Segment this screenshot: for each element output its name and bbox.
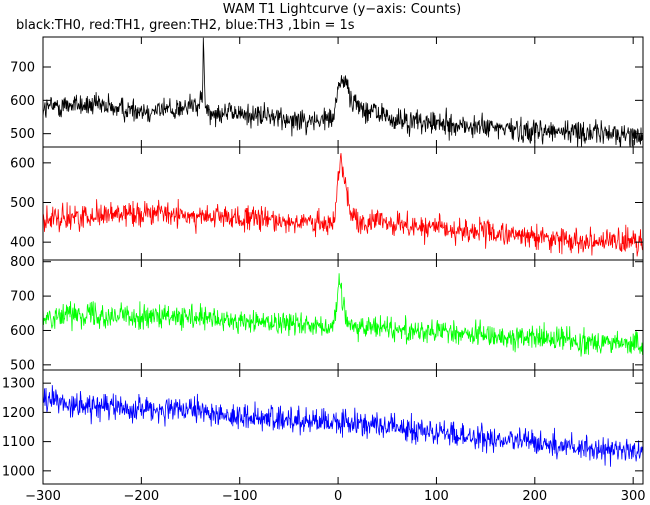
- x-tick-label-4: 100: [424, 489, 449, 504]
- chart-title: WAM T1 Lightcurve (y−axis: Counts): [223, 2, 461, 17]
- panel-2: 500 600 700 800: [10, 255, 644, 373]
- series-line-2: [43, 273, 643, 357]
- y-tick-label-1-1: 500: [10, 196, 35, 211]
- x-tick-label-0: −300: [25, 489, 61, 504]
- panel-1: 400 500 600: [10, 146, 644, 261]
- x-axis: −300 −200 −100 0 100 200 300: [25, 489, 645, 504]
- y-tick-label-1-2: 600: [10, 156, 35, 171]
- panel-frame-2: [42, 259, 644, 371]
- x-tick-label-5: 200: [522, 489, 547, 504]
- panel-frame-3: [42, 369, 644, 485]
- series-line-0: [43, 37, 643, 147]
- x-tick-label-2: −100: [222, 489, 258, 504]
- y-tick-label-2-2: 700: [10, 290, 35, 305]
- y-tick-label-2-0: 500: [10, 358, 35, 373]
- y-tick-label-3-3: 1300: [2, 377, 35, 392]
- panel-3: 1000 1100 1200 1300: [2, 369, 644, 485]
- chart-subtitle: black:TH0, red:TH1, green:TH2, blue:TH3 …: [16, 18, 355, 33]
- y-tick-label-2-1: 600: [10, 324, 35, 339]
- x-tick-label-1: −200: [124, 489, 160, 504]
- y-tick-label-0-1: 600: [10, 94, 35, 109]
- y-tick-label-3-2: 1200: [2, 406, 35, 421]
- series-line-3: [43, 385, 643, 467]
- y-tick-label-0-2: 700: [10, 61, 35, 76]
- y-tick-label-3-1: 1100: [2, 435, 35, 450]
- series-line-1: [43, 153, 643, 257]
- y-tick-label-1-0: 400: [10, 236, 35, 251]
- panel-0: 500 600 700: [10, 36, 644, 148]
- x-tick-label-3: 0: [334, 489, 342, 504]
- x-tick-label-6: 300: [621, 489, 646, 504]
- y-tick-label-0-0: 500: [10, 127, 35, 142]
- panels-group: 500 600 700 400 500 600 500 600 700 800 1000 1100 12…: [2, 36, 644, 485]
- y-tick-label-2-3: 800: [10, 255, 35, 270]
- y-tick-label-3-0: 1000: [2, 464, 35, 479]
